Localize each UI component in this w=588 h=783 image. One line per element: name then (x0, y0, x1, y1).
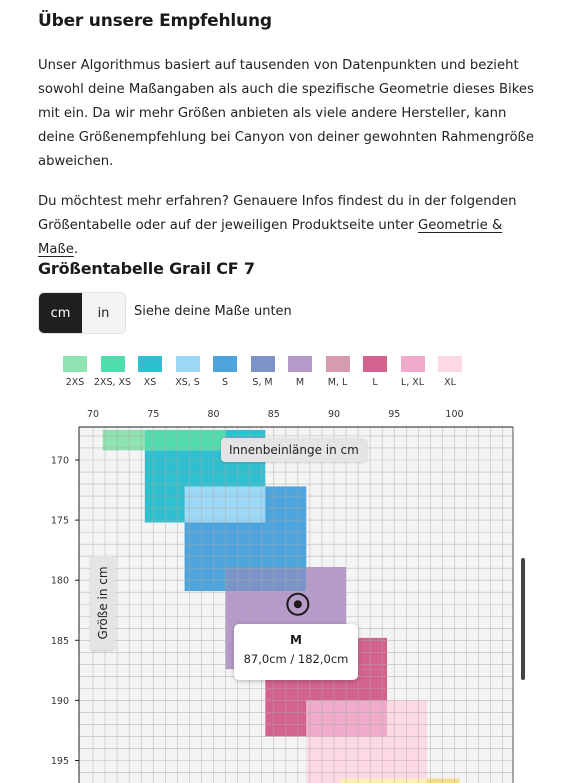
size-tooltip: M 87,0cm / 182,0cm (234, 624, 358, 680)
legend-swatch (288, 356, 312, 372)
legend-label: M (295, 377, 305, 388)
unit-in-button[interactable]: in (82, 293, 125, 333)
marker-dot (293, 600, 302, 609)
y-tick-label: 175 (51, 516, 69, 527)
x-tick-label: 70 (87, 409, 99, 420)
legend-item[interactable]: L, XL (388, 356, 438, 388)
legend-swatch (250, 356, 275, 372)
tooltip-size: M (290, 633, 302, 647)
algorithm-paragraph: Unser Algorithmus basiert auf tausenden … (38, 58, 534, 169)
legend-item[interactable]: S, M (238, 356, 288, 388)
y-tick-label: 180 (51, 576, 69, 587)
size-region (184, 486, 266, 523)
y-axis-label: Größe in cm (95, 566, 110, 640)
legend-label: M, L (327, 377, 348, 388)
size-region (225, 566, 307, 592)
legend-item[interactable]: M (275, 356, 325, 388)
legend-label: XS (143, 377, 157, 388)
size-legend: 2XS 2XS, XS XS XS, S S S, M M M, L L L, XL XL (0, 356, 588, 392)
legend-swatch (138, 356, 162, 372)
legend-swatch (438, 356, 462, 372)
size-region (184, 522, 307, 567)
legend-label: XS, S (175, 377, 200, 388)
size-region (306, 566, 347, 592)
legend-item[interactable]: XS (125, 356, 175, 388)
legend-label: 2XS, XS (93, 377, 132, 388)
x-tick-label: 80 (207, 409, 219, 420)
legend-label: S, M (252, 377, 273, 388)
unit-hint: Siehe deine Maße unten (134, 304, 292, 319)
legend-item[interactable]: XS, S (163, 356, 213, 388)
legend-item[interactable]: 2XS (50, 356, 100, 388)
x-tick-label: 85 (268, 409, 280, 420)
legend-label: S (221, 377, 229, 388)
size-region (144, 429, 226, 451)
legend-item[interactable]: XL (425, 356, 475, 388)
x-tick-label: 90 (328, 409, 340, 420)
legend-label: L, XL (400, 377, 425, 388)
legend-label: L (372, 377, 378, 388)
x-tick-label: 95 (388, 409, 400, 420)
marker-ring (286, 592, 310, 616)
unit-cm-button[interactable]: cm (39, 293, 82, 333)
legend-item[interactable]: M, L (313, 356, 363, 388)
more-info-end: . (73, 242, 79, 257)
scrollbar-thumb[interactable] (521, 558, 525, 680)
size-region (340, 778, 427, 783)
legend-swatch (175, 356, 200, 372)
size-region (387, 700, 427, 737)
legend-item[interactable]: S (200, 356, 250, 388)
position-marker (286, 592, 310, 616)
legend-swatch (100, 356, 125, 372)
legend-item[interactable]: 2XS, XS (88, 356, 138, 388)
geometry-link[interactable]: Geometrie & Maße (38, 218, 503, 257)
legend-swatch (400, 356, 425, 372)
size-region (306, 700, 388, 737)
legend-swatch (363, 356, 387, 372)
y-tick-label: 195 (51, 756, 69, 767)
tooltip-measurements: 87,0cm / 182,0cm (243, 652, 349, 666)
legend-swatch (325, 356, 350, 372)
legend-label: 2XS (65, 377, 85, 388)
y-tick-label: 185 (51, 636, 69, 647)
legend-swatch (213, 356, 237, 372)
y-tick-label: 190 (51, 696, 69, 707)
section-title: Über unsere Empfehlung (38, 11, 272, 31)
legend-label: XL (444, 377, 456, 388)
size-region (184, 566, 226, 592)
size-region (102, 429, 145, 451)
x-axis-label: Innenbeinlänge in cm (221, 438, 367, 462)
y-axis-label-chip: Größe in cm (90, 556, 115, 650)
size-table-title: Größentabelle Grail CF 7 (38, 259, 255, 278)
y-tick-label: 170 (51, 456, 69, 467)
more-info-paragraph: Du möchtest mehr erfahren? Genauere Info… (38, 190, 538, 262)
legend-item[interactable]: L (350, 356, 400, 388)
x-tick-label: 75 (147, 409, 159, 420)
x-tick-label: 100 (445, 409, 463, 420)
size-region (426, 778, 460, 783)
more-info-text: Du möchtest mehr erfahren? Genauere Info… (38, 194, 517, 233)
size-region (306, 736, 427, 783)
unit-toggle: cm in (38, 292, 126, 334)
legend-swatch (63, 356, 87, 372)
